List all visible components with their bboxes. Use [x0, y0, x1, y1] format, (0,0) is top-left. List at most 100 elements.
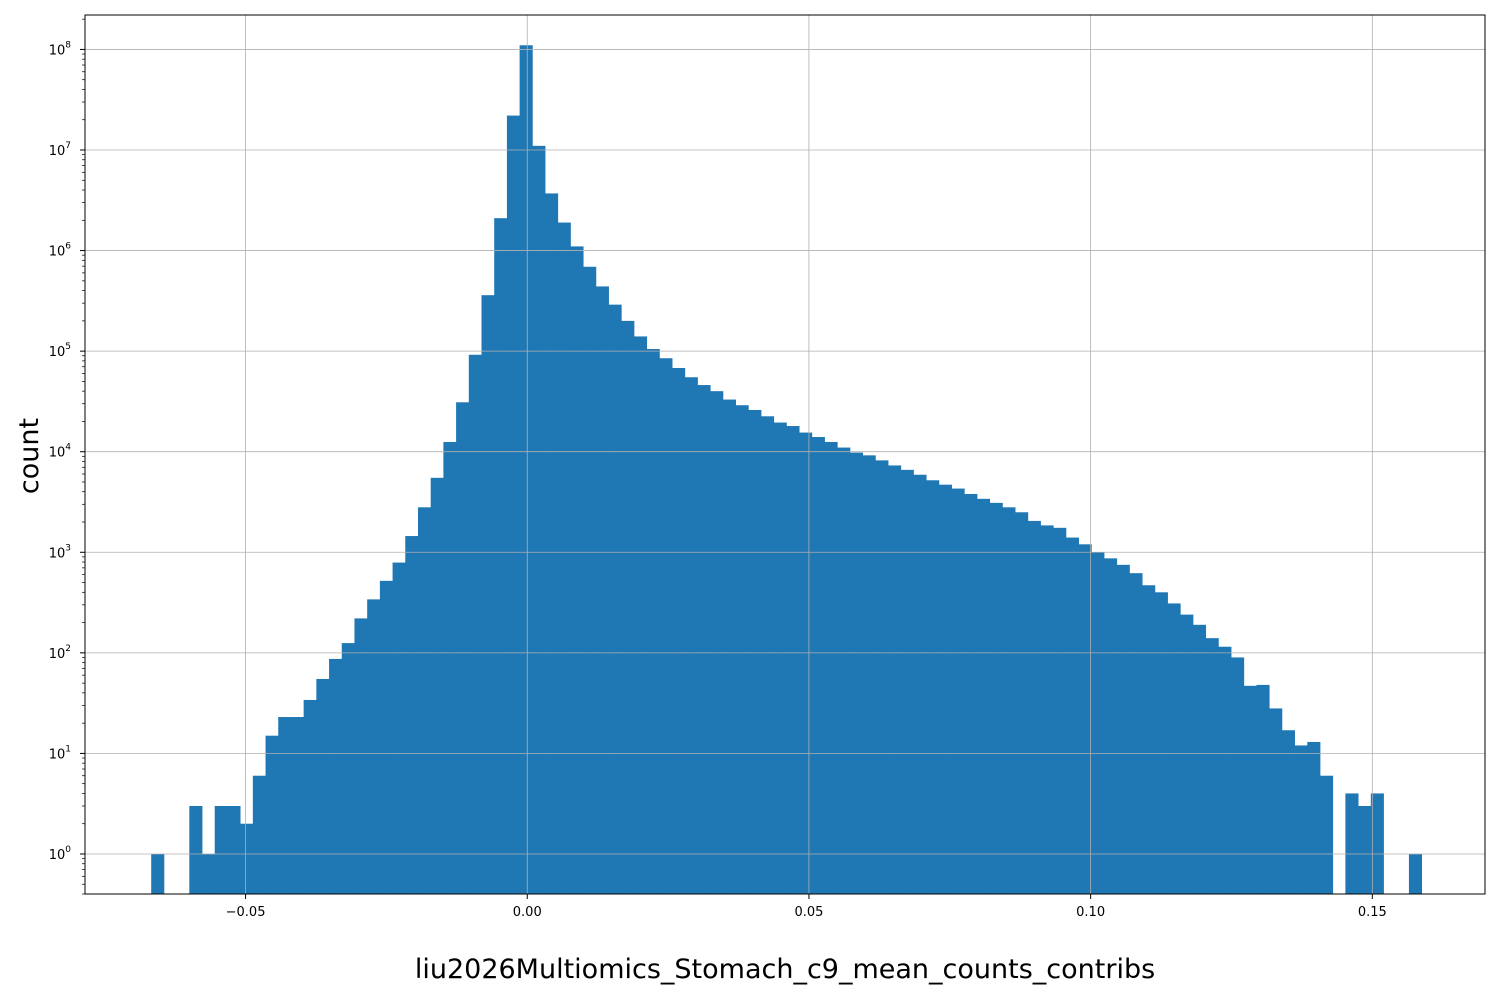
histogram-bar: [379, 580, 393, 894]
histogram-bar: [519, 45, 533, 894]
histogram-bar: [341, 643, 355, 894]
histogram-bar: [430, 477, 444, 894]
histogram-bar: [290, 717, 305, 894]
histogram-bar: [532, 145, 546, 895]
histogram-bar: [710, 391, 724, 894]
histogram-bar: [595, 286, 609, 894]
histogram-bar: [1345, 793, 1359, 894]
histogram-bar: [1104, 558, 1118, 894]
y-tick-label: 106: [49, 242, 72, 260]
histogram-bar: [875, 460, 889, 894]
histogram-bar: [913, 474, 927, 894]
histogram-bar: [443, 441, 457, 894]
histogram-bar: [773, 422, 787, 894]
histogram-bar: [849, 452, 864, 894]
histogram-bar: [417, 507, 432, 894]
histogram-bar: [697, 385, 711, 894]
histogram-bar: [799, 432, 813, 894]
histogram-bar: [240, 823, 254, 894]
histogram-bar: [672, 367, 686, 895]
histogram-bar: [1091, 552, 1105, 894]
histogram-bar: [1408, 853, 1423, 894]
y-tick-label: 107: [49, 141, 71, 159]
histogram-bar: [1154, 592, 1168, 894]
histogram-bar: [1078, 544, 1092, 894]
histogram-bar: [976, 498, 991, 894]
histogram-bar: [1116, 564, 1130, 894]
histogram-bar: [824, 441, 838, 894]
histogram-bar: [316, 678, 330, 894]
histogram-bar: [633, 336, 648, 894]
histogram-bar: [265, 735, 279, 894]
histogram-bar: [354, 618, 368, 894]
x-tick-label: 0.15: [1358, 905, 1387, 920]
histogram-bar: [1319, 775, 1334, 894]
x-axis-ticks: −0.05 0.00 0.05 0.10 0.15: [226, 894, 1387, 920]
histogram-bar: [646, 349, 660, 894]
grid-lines: [85, 15, 1485, 894]
histogram-bar: [1142, 585, 1156, 894]
histogram-bar: [1218, 646, 1232, 894]
histogram-bar: [1370, 793, 1384, 894]
histogram-bar: [748, 409, 762, 894]
histogram-bar: [659, 358, 673, 894]
x-tick-label: 0.10: [1076, 905, 1105, 920]
histogram-bar: [151, 853, 165, 894]
histogram-bar: [303, 699, 317, 894]
histogram-bar: [1205, 638, 1219, 894]
histogram-bar: [189, 806, 203, 894]
histogram-bar: [481, 295, 495, 894]
histogram-bar: [1015, 512, 1029, 894]
histogram-bar: [1129, 573, 1143, 894]
histogram-bar: [1269, 708, 1283, 894]
histogram-bar: [1281, 730, 1295, 894]
histogram-bar: [989, 502, 1003, 894]
histogram-bar: [1256, 684, 1270, 894]
histogram-bar: [1243, 685, 1257, 894]
histogram-bar: [1358, 806, 1372, 894]
histogram-bar: [938, 484, 952, 894]
y-tick-label: 108: [49, 40, 72, 58]
histogram-bar: [1180, 614, 1194, 894]
histogram-bar: [252, 775, 266, 894]
histogram-bar: [608, 304, 622, 894]
histogram-bar: [684, 377, 698, 894]
histogram-bar: [888, 465, 902, 894]
histogram-bar: [900, 469, 914, 894]
histogram-bar: [1040, 525, 1054, 894]
y-axis-label: count: [14, 418, 45, 494]
x-tick-label: −0.05: [226, 905, 266, 920]
histogram-bar: [811, 437, 825, 894]
histogram-bar: [456, 402, 470, 894]
histogram-bar: [202, 853, 216, 894]
y-tick-label: 103: [49, 543, 71, 561]
histogram-bar: [278, 717, 292, 894]
histogram-bar: [506, 115, 521, 894]
y-axis-ticks: 100 101 102 103 104 105 106 107 108: [49, 18, 85, 895]
histogram-bar: [1231, 657, 1245, 894]
y-tick-label: 101: [49, 744, 71, 762]
histogram-bar: [405, 536, 419, 894]
histogram-bar: [837, 447, 851, 894]
x-tick-label: 0.00: [513, 905, 542, 920]
histogram-bar: [1027, 520, 1041, 894]
histogram-bar: [761, 416, 775, 894]
histogram-bar: [1192, 624, 1207, 894]
histogram-bar: [1167, 603, 1181, 894]
histogram-bar: [621, 320, 635, 894]
histogram-bar: [1065, 537, 1079, 894]
histogram-bar: [367, 599, 381, 894]
plot-frame: [84, 14, 1486, 895]
histogram-bar: [545, 193, 559, 894]
histogram-bar: [227, 806, 241, 894]
histogram-bar: [735, 405, 749, 894]
histogram-bar: [1294, 745, 1308, 894]
histogram-bar: [214, 806, 228, 894]
histogram-bar: [570, 246, 584, 894]
y-tick-label: 100: [49, 845, 72, 863]
histogram-bar: [1002, 507, 1016, 894]
x-tick-label: 0.05: [794, 905, 823, 920]
histogram-bar: [926, 480, 940, 894]
histogram-bar: [862, 455, 876, 894]
